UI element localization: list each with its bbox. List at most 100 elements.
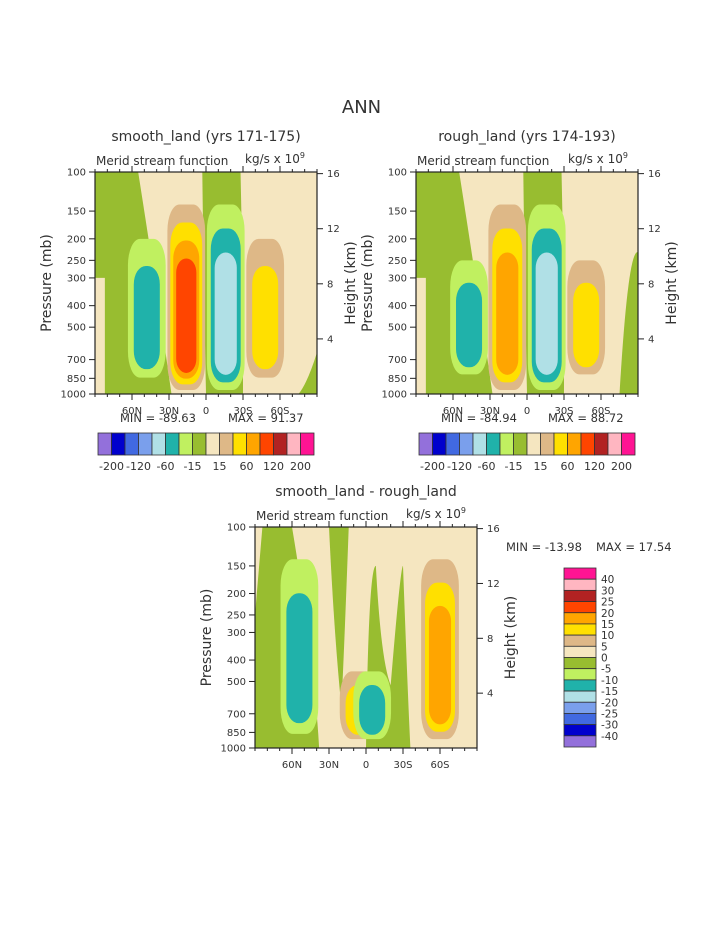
labelbar-label: 0 <box>601 653 608 665</box>
labelbar-box <box>472 432 487 456</box>
labelbar-box <box>219 432 234 456</box>
labelbar-label: 5 <box>601 641 608 653</box>
units-text: kg/s x 10 <box>406 507 461 521</box>
y-tick-label: 700 <box>67 355 86 366</box>
y-tick-label: 400 <box>227 656 246 667</box>
contour-region-sh-negative <box>619 252 638 394</box>
labelbar-box <box>594 432 609 456</box>
min-label-diff: MIN = -13.98 <box>506 540 582 554</box>
y-tick-label: 250 <box>67 256 86 267</box>
labelbar-box <box>563 701 597 714</box>
y-tick-label: 100 <box>67 168 86 179</box>
labelbar-label: 120 <box>584 460 605 473</box>
contour-cell-45S-pos-level-1 <box>573 282 600 368</box>
plot-panel-smooth: 60N 30N 0 30S 60S 100 150 200 250 300 400 500 700 850… <box>39 166 359 417</box>
labelbar-box <box>232 432 247 456</box>
labelbar-label: 60 <box>561 460 575 473</box>
y-tick-label: 700 <box>227 709 246 720</box>
contour-cell-55N-neg-level-1 <box>286 593 313 724</box>
y-right-tick-label: 12 <box>648 224 661 235</box>
y-right-tick-label: 4 <box>648 334 654 345</box>
y-right-tick-label: 16 <box>648 169 661 180</box>
contour-cell-eq-neg-level-1 <box>359 684 386 735</box>
contour-field <box>416 172 638 394</box>
x-tick-label: 0 <box>524 406 530 417</box>
labelbar-box <box>563 623 597 636</box>
x-tick-label: 60N <box>282 760 302 771</box>
labelbar-box <box>286 432 301 456</box>
labelbar-box <box>563 668 597 681</box>
labelbar-box <box>540 432 555 456</box>
labelbar-label: -15 <box>505 460 523 473</box>
y-tick-label: 300 <box>227 628 246 639</box>
y-tick-label: 850 <box>227 728 246 739</box>
plot-panel-diff: 60N 30N 0 30S 60S 100 150 200 250 300 400 500 700 850… <box>199 521 519 771</box>
labelbar-label: -120 <box>126 460 151 473</box>
contour-region-30n-negative <box>329 527 349 707</box>
contour-region-sh-negative <box>298 352 317 394</box>
max-label-diff: MAX = 17.54 <box>596 540 672 554</box>
units-label-diff: kg/s x 109 <box>406 506 466 521</box>
min-label-smooth: MIN = -89.63 <box>120 411 196 425</box>
contour-cell-30N-pos-level-3 <box>176 258 197 373</box>
x-tick-label: 0 <box>203 406 209 417</box>
units-exponent: 9 <box>299 151 305 160</box>
main-title: ANN <box>341 97 382 118</box>
labelbar-label: -20 <box>601 697 618 709</box>
y-axis-label: Pressure (mb) <box>360 234 376 332</box>
units-text: kg/s x 10 <box>245 152 300 166</box>
contour-cell-30N-pos-level-2 <box>496 252 519 375</box>
contour-field <box>95 172 317 394</box>
labelbar-box <box>567 432 582 456</box>
y-right-tick-label: 16 <box>327 169 340 180</box>
labelbar-box <box>432 432 447 456</box>
labelbar-label: 20 <box>601 608 614 620</box>
x-tick-label: 60N <box>122 406 142 417</box>
labelbar-smooth: -200 -120 -60 -15 15 60 120 200 <box>97 432 315 473</box>
y-tick-label: 700 <box>388 355 407 366</box>
x-tick-label: 30N <box>319 760 339 771</box>
labelbar-label: 30 <box>601 585 614 597</box>
min-label-rough: MIN = -84.94 <box>441 411 517 425</box>
contour-cell-eq-neg-level-2 <box>535 252 558 375</box>
labelbar-box <box>273 432 288 456</box>
y-right-tick-label: 12 <box>487 579 500 590</box>
labelbar-box <box>246 432 261 456</box>
units-text: kg/s x 10 <box>568 152 623 166</box>
labelbar-box <box>192 432 207 456</box>
labelbar-box <box>563 690 597 703</box>
labelbar-box <box>97 432 112 456</box>
contour-region-pole-zero <box>416 277 426 394</box>
labelbar-box <box>486 432 501 456</box>
y-tick-label: 150 <box>388 207 407 218</box>
y-tick-label: 200 <box>67 234 86 245</box>
y-tick-label: 400 <box>67 301 86 312</box>
labelbar-box <box>563 567 597 580</box>
labelbar-box <box>526 432 541 456</box>
labelbar-label: 200 <box>290 460 311 473</box>
max-label-smooth: MAX = 91.37 <box>228 411 304 425</box>
panel-title-smooth: smooth_land (yrs 171-175) <box>111 129 301 145</box>
labelbar-box <box>563 657 597 670</box>
x-tick-label: 60S <box>591 406 610 417</box>
variable-title-rough: Merid stream function <box>417 154 550 168</box>
labelbar-box <box>459 432 474 456</box>
x-tick-label: 30N <box>480 406 500 417</box>
x-tick-label: 30S <box>233 406 252 417</box>
labelbar-box <box>499 432 514 456</box>
labelbar-label: 15 <box>601 619 614 631</box>
y-axis-label: Pressure (mb) <box>39 234 55 332</box>
labelbar-box <box>563 724 597 737</box>
y-tick-label: 400 <box>388 301 407 312</box>
labelbar-label: 40 <box>601 574 614 586</box>
y-right-tick-label: 8 <box>327 279 333 290</box>
labelbar-label: -200 <box>99 460 124 473</box>
labelbar-label: -200 <box>420 460 445 473</box>
y-right-tick-label: 4 <box>487 689 493 700</box>
labelbar-box <box>563 634 597 647</box>
x-tick-label: 60S <box>430 760 449 771</box>
labelbar-box <box>563 735 597 748</box>
labelbar-box <box>178 432 193 456</box>
labelbar-box <box>205 432 220 456</box>
